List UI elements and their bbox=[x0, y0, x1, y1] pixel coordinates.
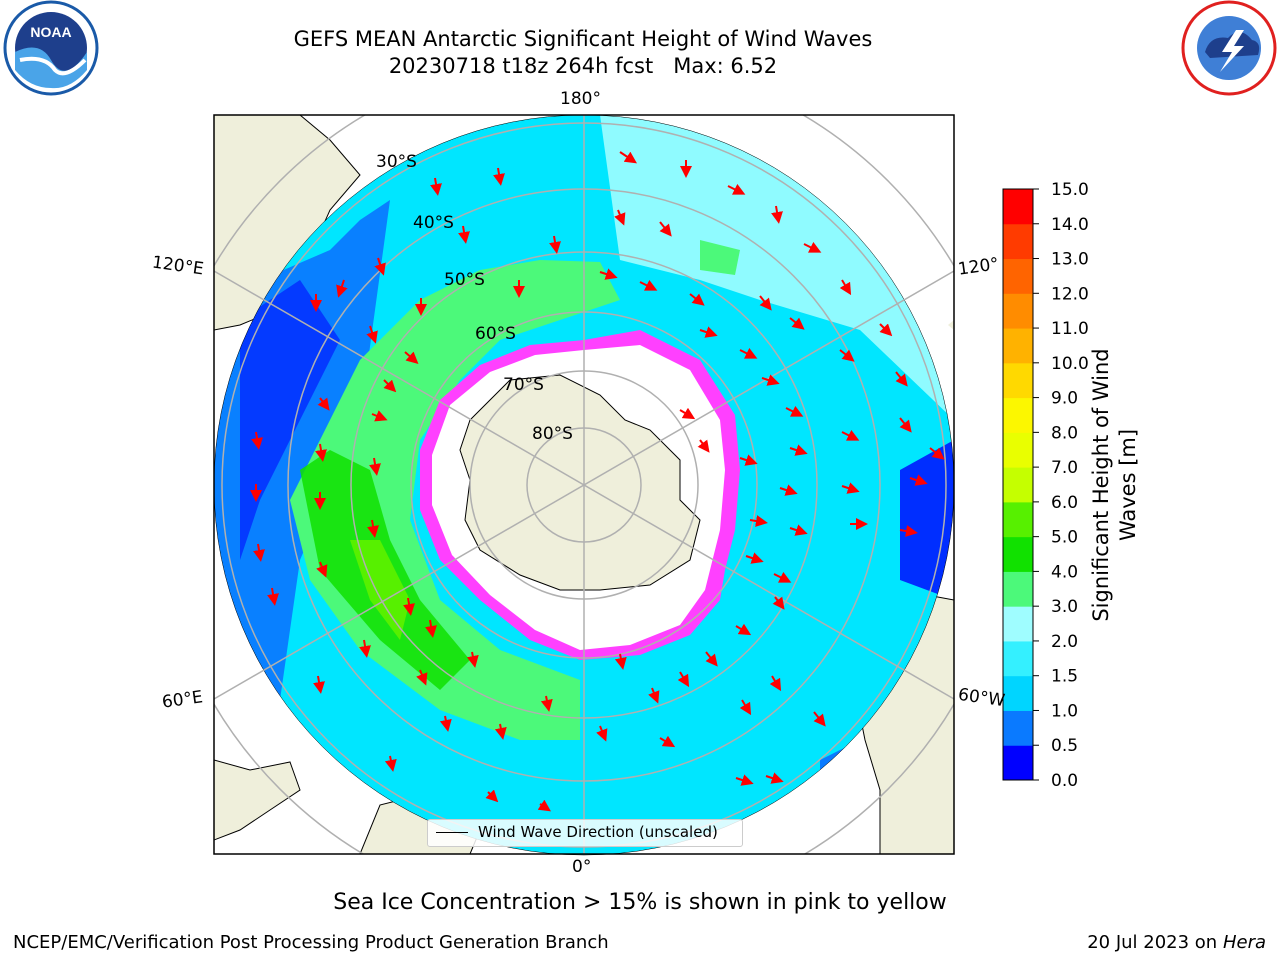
colorbar-tick-label: 3.0 bbox=[1051, 597, 1078, 617]
colorbar-tick-label: 5.0 bbox=[1051, 528, 1078, 548]
colorbar bbox=[1003, 189, 1033, 781]
colorbar-tick-label: 8.0 bbox=[1051, 423, 1078, 443]
colorbar-segment bbox=[1003, 362, 1033, 399]
colorbar-tick-label: 12.0 bbox=[1051, 284, 1089, 304]
colorbar-segment bbox=[1003, 189, 1033, 225]
lat-label-40s: 40°S bbox=[413, 213, 454, 233]
sea-ice-note: Sea Ice Concentration > 15% is shown in … bbox=[333, 890, 947, 915]
colorbar-segment bbox=[1003, 571, 1033, 607]
footer-host: Hera bbox=[1222, 932, 1266, 953]
colorbar-segment bbox=[1003, 745, 1033, 781]
chart-title: GEFS MEAN Antarctic Significant Height o… bbox=[0, 26, 1166, 80]
map-frame bbox=[213, 114, 955, 855]
colorbar-segment bbox=[1003, 432, 1033, 468]
noaa-logo: NOAA bbox=[3, 0, 99, 96]
colorbar-segment bbox=[1003, 223, 1033, 260]
colorbar-tick-label: 14.0 bbox=[1051, 215, 1089, 235]
colorbar-label: Significant Height of Wind Waves [m] bbox=[1088, 348, 1142, 621]
legend-label: Wind Wave Direction (unscaled) bbox=[478, 823, 718, 841]
colorbar-segment bbox=[1003, 258, 1033, 294]
lat-label-80s: 80°S bbox=[532, 424, 573, 444]
colorbar-segment bbox=[1003, 606, 1033, 642]
lon-label-180: 180° bbox=[560, 89, 601, 109]
colorbar-tick-label: 1.0 bbox=[1051, 701, 1078, 721]
lon-label-0: 0° bbox=[572, 857, 592, 877]
colorbar-ticks: 0.0 0.5 1.0 1.5 2.0 3.0 4.0 5.0 6.0 7.0 8.0 9.0 10.0… bbox=[1033, 180, 1089, 791]
colorbar-tick-label: 2.0 bbox=[1051, 632, 1078, 652]
colorbar-tick-label: 13.0 bbox=[1051, 250, 1089, 270]
footer-branch: NCEP/EMC/Verification Post Processing Pr… bbox=[13, 932, 609, 953]
colorbar-tick-label: 6.0 bbox=[1051, 493, 1078, 513]
colorbar-tick-label: 4.0 bbox=[1051, 562, 1078, 582]
wind-wave-arrows bbox=[250, 151, 945, 812]
footer-date: 20 Jul 2023 on Hera bbox=[1087, 932, 1266, 953]
colorbar-tick-label: 15.0 bbox=[1051, 180, 1089, 200]
colorbar-segment bbox=[1003, 328, 1033, 364]
colorbar-tick-label: 10.0 bbox=[1051, 354, 1089, 374]
colorbar-label-line-2: Waves [m] bbox=[1116, 428, 1140, 542]
lat-label-70s: 70°S bbox=[503, 375, 544, 395]
lat-label-30s: 30°S bbox=[376, 152, 417, 172]
colorbar-segment bbox=[1003, 397, 1033, 433]
colorbar-tick-label: 7.0 bbox=[1051, 458, 1078, 478]
colorbar-tick-label: 0.0 bbox=[1051, 771, 1078, 791]
map-legend: Wind Wave Direction (unscaled) bbox=[427, 819, 743, 847]
colorbar-label-line-1: Significant Height of Wind bbox=[1089, 348, 1113, 622]
colorbar-segment bbox=[1003, 536, 1033, 572]
legend-line-swatch bbox=[436, 832, 468, 833]
colorbar-segment bbox=[1003, 293, 1033, 329]
colorbar-tick-label: 1.5 bbox=[1051, 667, 1078, 687]
colorbar-outline bbox=[1002, 188, 1034, 781]
lat-label-50s: 50°S bbox=[444, 270, 485, 290]
title-line-1: GEFS MEAN Antarctic Significant Height o… bbox=[293, 27, 873, 51]
colorbar-segment bbox=[1003, 467, 1033, 503]
colorbar-segment bbox=[1003, 501, 1033, 538]
colorbar-segment bbox=[1003, 675, 1033, 711]
graticule bbox=[214, 115, 954, 854]
colorbar-tick-label: 9.0 bbox=[1051, 389, 1078, 409]
nws-logo bbox=[1181, 0, 1277, 96]
title-line-2: 20230718 t18z 264h fcst Max: 6.52 bbox=[388, 54, 778, 78]
colorbar-segment bbox=[1003, 710, 1033, 746]
svg-text:NOAA: NOAA bbox=[30, 24, 71, 40]
colorbar-segment bbox=[1003, 640, 1033, 677]
colorbar-tick-label: 0.5 bbox=[1051, 736, 1078, 756]
footer-date-text: 20 Jul 2023 on bbox=[1087, 932, 1223, 953]
lat-label-60s: 60°S bbox=[475, 324, 516, 344]
colorbar-tick-label: 11.0 bbox=[1051, 319, 1089, 339]
